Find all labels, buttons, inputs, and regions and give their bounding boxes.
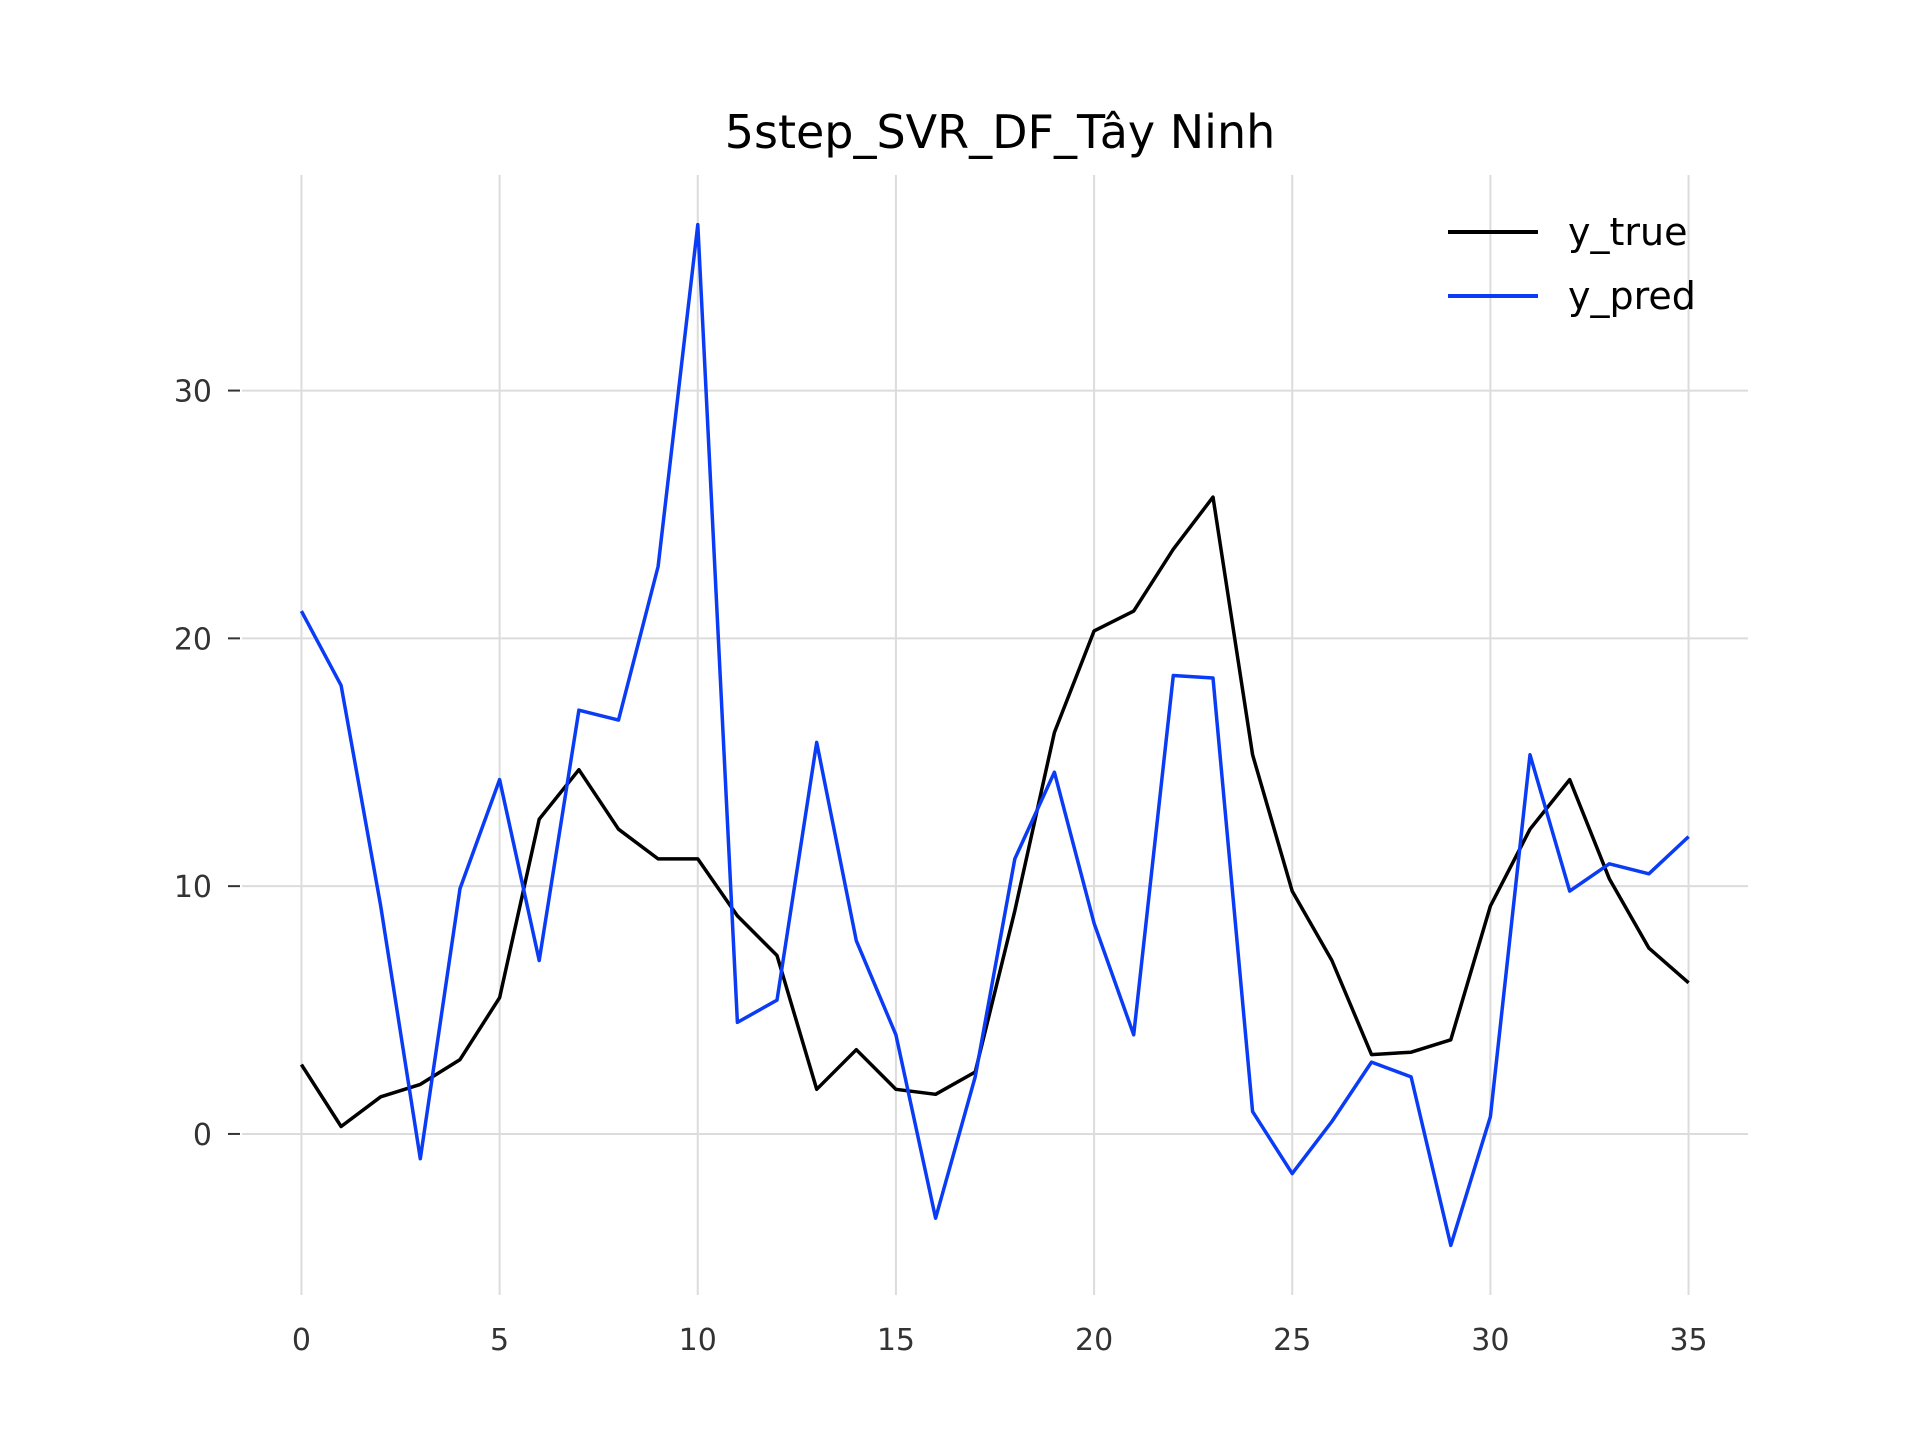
series-lines [299, 222, 1690, 1248]
x-axis-ticks: 0 5 10 15 20 25 30 35 [292, 1323, 1708, 1358]
x-tick-label: 20 [1075, 1323, 1113, 1358]
y-grid [242, 389, 1748, 1135]
x-tick-label: 25 [1273, 1323, 1311, 1358]
x-tick-label: 30 [1471, 1323, 1509, 1358]
legend: y_true y_pred [1448, 210, 1696, 318]
x-grid [300, 175, 1690, 1295]
chart-title: 5step_SVR_DF_Tây Ninh [725, 105, 1276, 159]
x-tick-label: 35 [1669, 1323, 1707, 1358]
y-tick-label: 30 [174, 375, 212, 410]
x-tick-label: 5 [490, 1323, 509, 1358]
y-tick-label: 10 [174, 870, 212, 905]
legend-label-y-true: y_true [1568, 210, 1687, 254]
legend-label-y-pred: y_pred [1568, 274, 1696, 318]
series-line-y-true [299, 495, 1690, 1129]
x-tick-label: 0 [292, 1323, 311, 1358]
y-axis-ticks: 0 10 20 30 [174, 375, 240, 1153]
y-tick-label: 20 [174, 622, 212, 657]
y-tick-label: 0 [193, 1118, 212, 1153]
series-line-y-pred [299, 222, 1690, 1248]
x-tick-label: 10 [679, 1323, 717, 1358]
x-tick-label: 15 [877, 1323, 915, 1358]
